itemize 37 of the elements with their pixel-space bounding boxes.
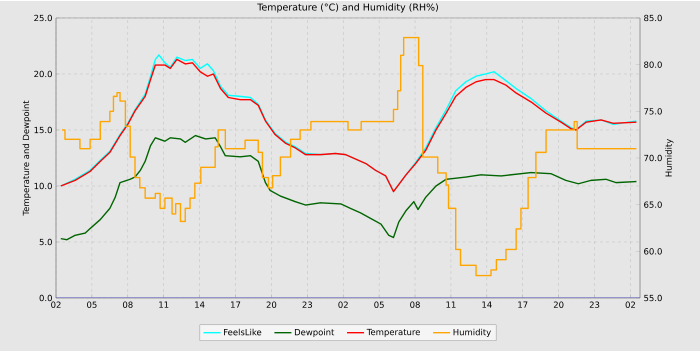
y-tick-label: 20.0 bbox=[34, 70, 52, 78]
legend-label: Dewpoint bbox=[294, 328, 334, 337]
legend-label: FeelsLike bbox=[224, 328, 262, 336]
y-axis-title: Temperature and Dewpoint bbox=[22, 100, 31, 216]
y-tick-label: 15.0 bbox=[34, 126, 52, 134]
legend-label: Temperature bbox=[366, 328, 420, 337]
x-tick-label: 08 bbox=[122, 302, 133, 308]
y2-tick-label: 60.0 bbox=[644, 248, 662, 255]
x-tick-label: 20 bbox=[266, 302, 276, 308]
x-tick-label: 17 bbox=[518, 302, 528, 308]
x-tick-label: 14 bbox=[195, 302, 205, 308]
y2-tick-label: 70.0 bbox=[644, 154, 662, 162]
x-tick-label: 23 bbox=[302, 302, 312, 308]
x-tick-label: 02 bbox=[338, 302, 348, 308]
x-tick-label: 02 bbox=[51, 302, 61, 308]
chart-title: Temperature (°C) and Humidity (RH%) bbox=[257, 3, 438, 12]
x-tick-label: 23 bbox=[590, 302, 600, 308]
x-tick-label: 05 bbox=[87, 302, 97, 308]
y2-tick-label: 85.0 bbox=[644, 14, 662, 22]
y-tick-label: 0.0 bbox=[40, 294, 52, 302]
y2-axis-title: Humidity bbox=[665, 139, 674, 176]
y2-tick-label: 55.0 bbox=[644, 294, 662, 302]
x-tick-label: 20 bbox=[554, 302, 564, 308]
y-tick-label: 10.0 bbox=[34, 182, 52, 190]
x-tick-label: 08 bbox=[410, 302, 420, 308]
legend-label: Humidity bbox=[454, 328, 491, 337]
y2-tick-label: 75.0 bbox=[644, 108, 662, 115]
x-tick-label: 17 bbox=[231, 302, 240, 308]
x-tick-label: 11 bbox=[446, 302, 456, 308]
y2-tick-label: 80.0 bbox=[644, 61, 662, 68]
y2-tick-label: 65.0 bbox=[644, 201, 662, 208]
x-tick-label: 14 bbox=[482, 302, 492, 308]
y-tick-label: 25.0 bbox=[34, 14, 52, 22]
x-tick-label: 02 bbox=[626, 302, 635, 308]
x-tick-label: 11 bbox=[159, 302, 168, 308]
y-tick-label: 5.0 bbox=[40, 238, 52, 246]
x-tick-label: 05 bbox=[374, 302, 384, 308]
